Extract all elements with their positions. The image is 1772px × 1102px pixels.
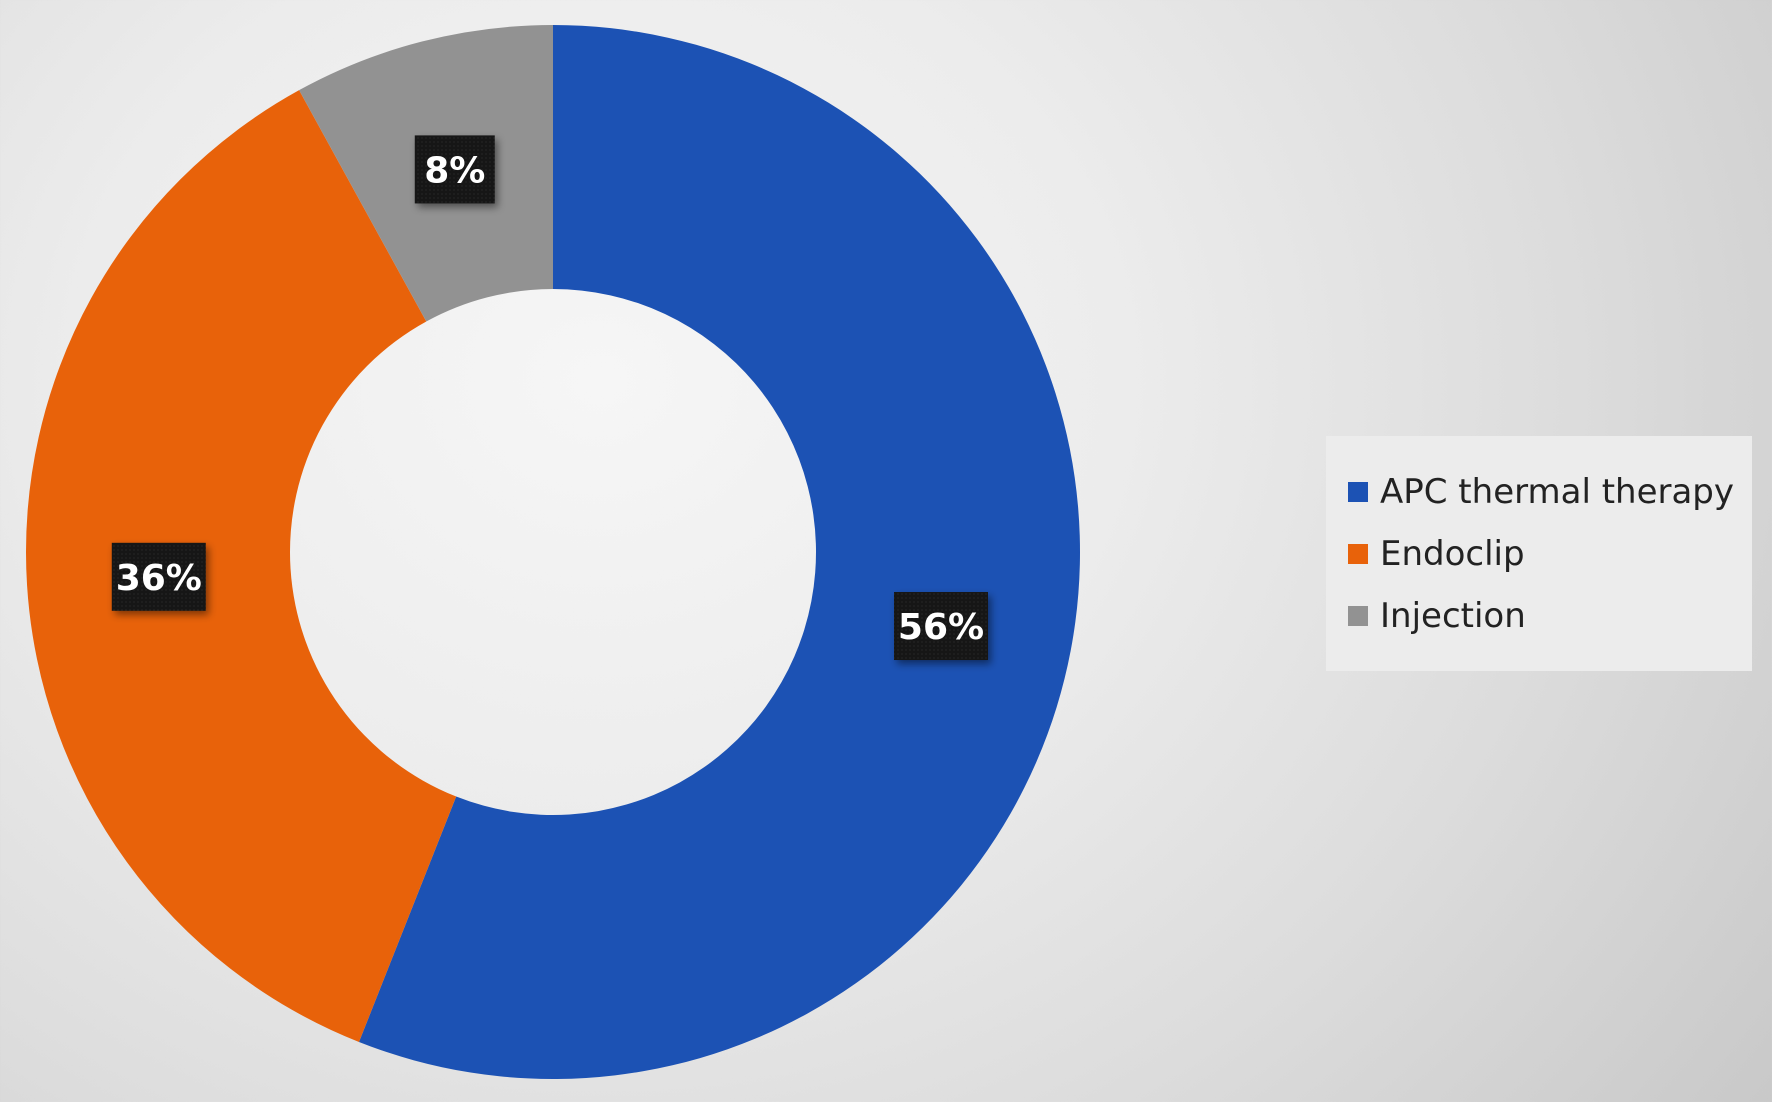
legend-swatch-apc-thermal-therapy [1348,482,1368,502]
slices-group [26,25,1081,1079]
data-label-text-apc-thermal-therapy: 56% [898,607,984,648]
legend-label-apc-thermal-therapy: APC thermal therapy [1380,472,1735,512]
legend-swatch-injection [1348,606,1368,626]
data-label-text-endoclip: 36% [116,558,202,599]
legend-item-endoclip[interactable]: Endoclip [1348,532,1525,576]
data-label-box-endoclip [111,542,206,611]
data-label-box-apc-thermal-therapy [894,592,989,661]
legend-item-injection[interactable]: Injection [1348,594,1526,638]
legend: APC thermal therapy Endoclip Injection [1326,436,1752,671]
slice-apc-thermal-therapy[interactable] [358,25,1081,1079]
legend-item-apc-thermal-therapy[interactable]: APC thermal therapy [1348,470,1734,514]
slice-endoclip[interactable] [26,90,457,1042]
data-label-box-injection [414,135,495,204]
legend-label-endoclip: Endoclip [1380,534,1525,574]
data-label-text-injection: 8% [424,150,485,191]
data-label-endoclip: 36% [111,542,206,611]
legend-swatch-endoclip [1348,544,1368,564]
legend-label-injection: Injection [1380,596,1526,636]
data-label-injection: 8% [414,135,495,204]
data-label-apc-thermal-therapy: 56% [894,592,989,661]
data-labels-group: 56% 36% 8% [111,135,989,661]
